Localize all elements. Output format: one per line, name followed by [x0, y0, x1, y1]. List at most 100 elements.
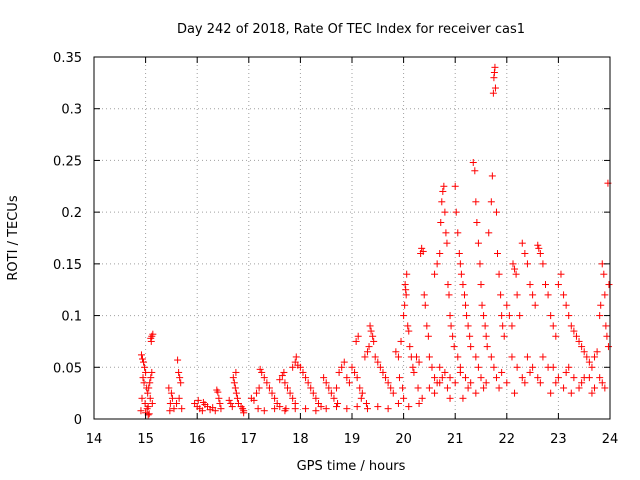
- x-tick-label: 21: [447, 432, 464, 447]
- data-point: [194, 396, 202, 404]
- y-axis-title: ROTI / TECUs: [6, 195, 21, 280]
- data-point: [317, 403, 325, 411]
- data-point: [419, 247, 427, 255]
- data-point: [322, 379, 330, 387]
- data-point: [406, 343, 414, 351]
- data-point: [394, 353, 402, 361]
- data-point: [362, 399, 370, 407]
- data-point: [284, 384, 291, 392]
- data-point: [418, 244, 426, 252]
- data-point: [477, 281, 485, 289]
- data-point: [431, 270, 439, 278]
- axis-ticks: [93, 56, 611, 420]
- data-point: [353, 374, 361, 382]
- data-point: [498, 312, 506, 320]
- data-point: [302, 405, 310, 413]
- data-point: [268, 389, 276, 397]
- data-point: [443, 384, 451, 392]
- data-point: [575, 337, 583, 345]
- data-point: [402, 286, 410, 294]
- data-point: [438, 374, 446, 382]
- data-point: [596, 374, 604, 382]
- data-point: [232, 389, 240, 397]
- data-point: [302, 374, 310, 382]
- data-point: [405, 403, 413, 411]
- data-point: [260, 407, 268, 415]
- data-point: [549, 322, 557, 330]
- data-point: [333, 384, 341, 392]
- y-tick-label: 0.05: [53, 361, 82, 376]
- data-point: [146, 394, 154, 402]
- data-point: [400, 312, 408, 320]
- data-point: [358, 389, 366, 397]
- data-point: [415, 399, 423, 407]
- data-point: [175, 368, 183, 376]
- data-point: [370, 337, 378, 345]
- data-point: [572, 332, 580, 340]
- data-point: [280, 368, 288, 376]
- data-point: [473, 218, 481, 226]
- data-point: [307, 384, 315, 392]
- data-point: [446, 394, 454, 402]
- data-point: [593, 348, 601, 356]
- data-point: [494, 250, 502, 258]
- data-point: [598, 379, 606, 387]
- data-point: [363, 348, 371, 356]
- data-point: [394, 399, 402, 407]
- data-point: [521, 250, 529, 258]
- data-point: [343, 405, 351, 413]
- data-point: [167, 389, 175, 397]
- data-point: [554, 281, 562, 289]
- data-point: [401, 281, 409, 289]
- data-point: [529, 291, 537, 299]
- data-point: [596, 312, 604, 320]
- data-point: [539, 353, 547, 361]
- data-point: [327, 389, 335, 397]
- data-point: [513, 291, 521, 299]
- data-point: [361, 353, 369, 361]
- data-point: [602, 322, 610, 330]
- data-point: [309, 389, 317, 397]
- data-point: [363, 405, 371, 413]
- data-point: [575, 384, 583, 392]
- data-point: [258, 368, 266, 376]
- y-tick-label: 0.15: [53, 258, 82, 273]
- data-point: [474, 363, 482, 371]
- data-point: [175, 394, 183, 402]
- data-point: [578, 379, 586, 387]
- data-point: [299, 368, 307, 376]
- data-point: [457, 270, 465, 278]
- data-point: [445, 291, 453, 299]
- data-point: [402, 291, 410, 299]
- data-point: [230, 379, 238, 387]
- data-point: [403, 270, 411, 278]
- data-point: [570, 374, 578, 382]
- data-point: [466, 332, 474, 340]
- data-point: [166, 399, 174, 407]
- data-point: [490, 363, 498, 371]
- data-point: [588, 363, 596, 371]
- data-point: [455, 250, 463, 258]
- data-point: [139, 374, 147, 382]
- data-point: [459, 394, 467, 402]
- y-tick-labels: 0 0.05 0.1 0.15 0.2 0.25 0.3 0.35: [53, 51, 82, 428]
- data-point: [395, 374, 403, 382]
- x-tick-label: 23: [550, 432, 567, 447]
- data-point: [142, 368, 150, 376]
- data-point: [451, 182, 459, 190]
- data-point: [325, 384, 333, 392]
- data-point: [512, 270, 520, 278]
- data-point: [495, 384, 503, 392]
- data-point: [477, 374, 485, 382]
- data-point: [198, 407, 206, 415]
- data-point: [146, 379, 154, 387]
- data-point: [214, 388, 222, 396]
- data-point: [140, 358, 148, 366]
- data-point: [384, 379, 392, 387]
- data-point: [292, 353, 300, 361]
- data-point: [500, 332, 508, 340]
- data-points: [137, 63, 613, 419]
- data-point: [605, 281, 613, 289]
- data-point: [542, 281, 549, 289]
